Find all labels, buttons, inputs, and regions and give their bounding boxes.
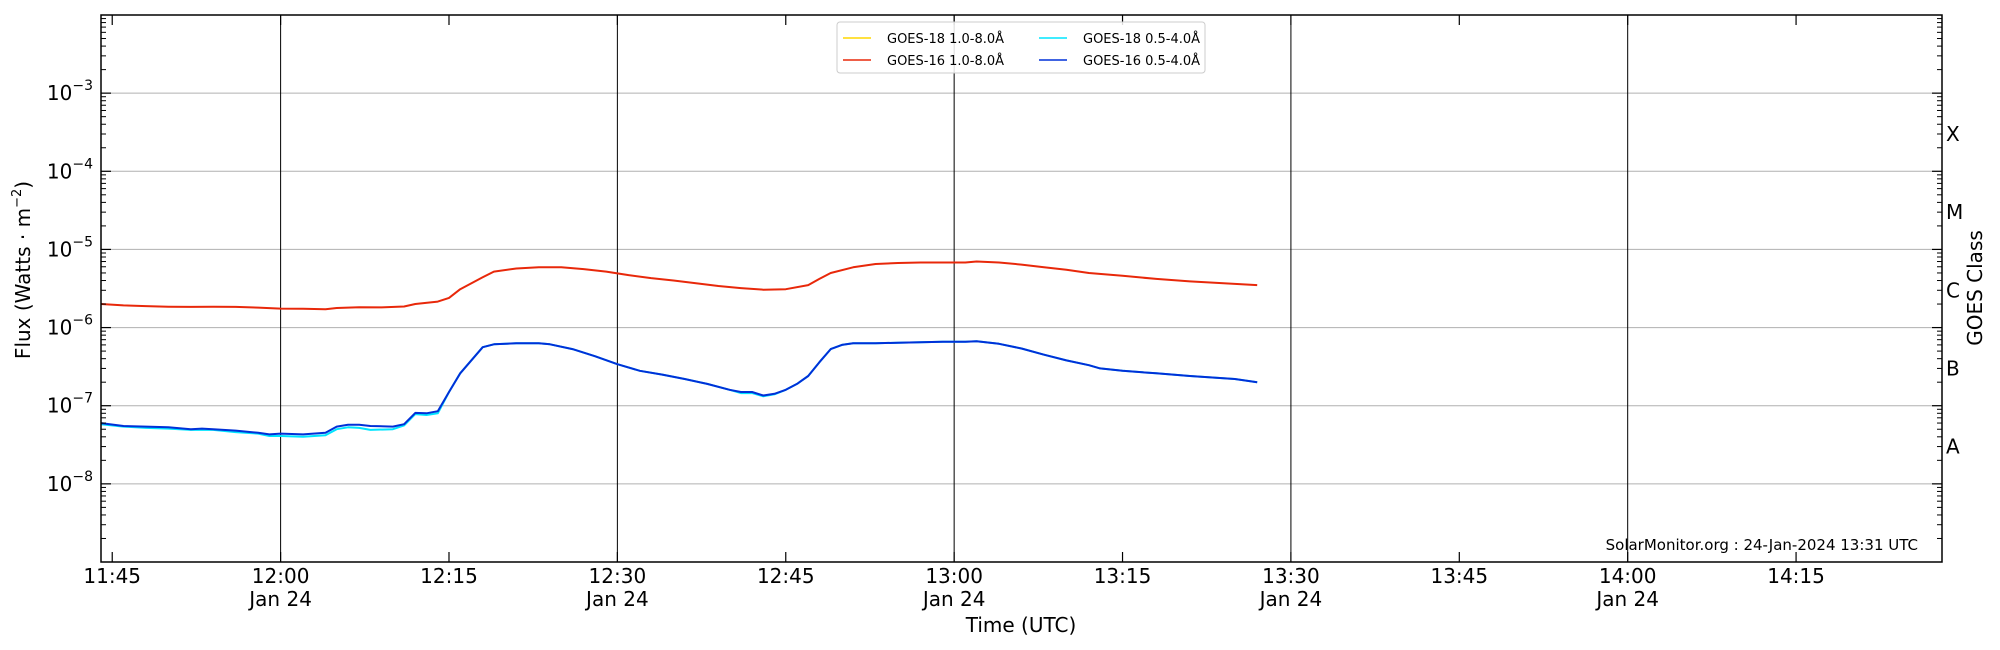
goes-class-axis-title: GOES Class: [1963, 230, 1987, 346]
grid-layer: [101, 15, 1942, 562]
x-tick-label: 12:45: [757, 564, 815, 588]
y-tick-base: 10: [47, 237, 72, 261]
goes-class-label: X: [1946, 122, 1960, 146]
y-axis-title: Flux (Watts · m−2): [10, 181, 35, 359]
x-tick-date-label: Jan 24: [1258, 587, 1323, 611]
goes-class-label: A: [1946, 435, 1960, 459]
x-tick-label: 14:15: [1767, 564, 1825, 588]
series-line: [100, 260, 1258, 311]
x-tick-label: 12:30: [589, 564, 647, 588]
series-line: [100, 340, 1258, 438]
x-tick-label: 13:00: [925, 564, 983, 588]
legend-label: GOES-16 1.0-8.0Å: [887, 53, 1004, 69]
y-tick-exponent: −4: [72, 156, 93, 172]
y-tick-label: 10−7: [47, 391, 93, 418]
y-tick-base: 10: [47, 159, 72, 183]
y-tick-exponent: −3: [72, 78, 93, 94]
x-tick-label: 14:00: [1599, 564, 1657, 588]
x-tick-label: 13:45: [1430, 564, 1488, 588]
series-layer: [100, 260, 1258, 438]
y-axis-title-main: Flux (Watts · m: [11, 208, 35, 359]
x-tick-label: 13:15: [1094, 564, 1152, 588]
goes-class-label: C: [1946, 278, 1960, 302]
y-tick-exponent: −7: [72, 391, 93, 407]
goes-class-label: M: [1946, 200, 1963, 224]
y-tick-base: 10: [47, 81, 72, 105]
x-tick-date-label: Jan 24: [247, 587, 312, 611]
credit-text: SolarMonitor.org : 24-Jan-2024 13:31 UTC: [1606, 536, 1918, 554]
x-tick-label: 12:00: [252, 564, 310, 588]
y-tick-label: 10−5: [47, 234, 93, 261]
legend-label: GOES-16 0.5-4.0Å: [1083, 53, 1200, 69]
y-tick-exponent: −8: [72, 469, 93, 485]
x-tick-label: 13:30: [1262, 564, 1320, 588]
y-tick-base: 10: [47, 316, 72, 340]
x-tick-date-label: Jan 24: [584, 587, 649, 611]
y-tick-label: 10−3: [47, 78, 93, 105]
x-tick-label: 12:15: [420, 564, 478, 588]
legend-label: GOES-18 1.0-8.0Å: [887, 31, 1004, 47]
y-tick-base: 10: [47, 472, 72, 496]
y-tick-label: 10−4: [47, 156, 93, 183]
legend-box: [836, 21, 1206, 74]
legend-label: GOES-18 0.5-4.0Å: [1083, 31, 1200, 47]
x-tick-date-label: Jan 24: [1594, 587, 1659, 611]
legend: GOES-18 1.0-8.0Å GOES-18 0.5-4.0Å GOES-16 …: [836, 21, 1206, 74]
y-axis-title-close: ): [11, 181, 35, 189]
y-tick-exponent: −5: [72, 234, 93, 250]
x-tick-date-label: Jan 24: [921, 587, 986, 611]
x-axis-title: Time (UTC): [965, 613, 1077, 637]
y-tick-label: 10−6: [47, 313, 93, 340]
series-line: [100, 340, 1258, 436]
x-tick-label: 11:45: [83, 564, 141, 588]
plot-frame: [100, 14, 1943, 563]
y-tick-label: 10−8: [47, 469, 93, 496]
y-tick-base: 10: [47, 394, 72, 418]
y-tick-exponent: −6: [72, 313, 93, 329]
goes-class-label: B: [1946, 356, 1960, 380]
y-axis-title-sup: −2: [10, 189, 25, 208]
